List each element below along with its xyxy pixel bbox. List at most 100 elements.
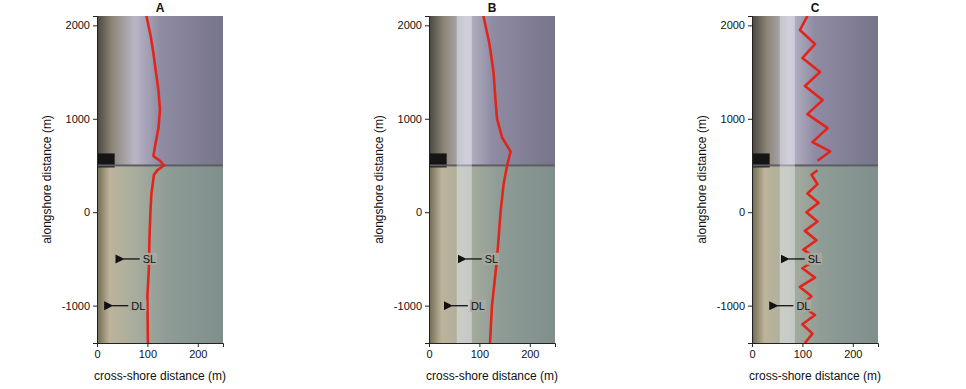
- panel-title: B: [488, 1, 497, 15]
- y-tick-label: 0: [84, 206, 90, 218]
- x-tick-label: 100: [139, 348, 157, 360]
- annotations: SL DL: [452, 253, 499, 312]
- annotation-label: DL: [471, 300, 485, 312]
- x-tick-label: 0: [426, 348, 432, 360]
- y-tick: 2000: [398, 19, 429, 31]
- x-tick-mark: [147, 343, 148, 347]
- x-tick: 100: [471, 343, 489, 360]
- x-axis: 0 100 200: [94, 343, 223, 360]
- y-tick-label: 2000: [398, 19, 422, 31]
- y-tick-label: 0: [739, 206, 745, 218]
- annotations: SL DL: [777, 253, 822, 312]
- x-axis-title: cross-shore distance (m): [749, 369, 881, 383]
- annotation-label: DL: [796, 300, 810, 312]
- x-tick-mark: [479, 343, 480, 347]
- x-tick-label: 200: [189, 348, 207, 360]
- swash-band: [780, 16, 795, 343]
- x-axis-title: cross-shore distance (m): [94, 369, 226, 383]
- plot-lines: [146, 16, 164, 343]
- y-axis-line: [93, 17, 98, 344]
- annotation-arrow: [452, 305, 468, 306]
- annotation-patch: [470, 300, 486, 312]
- x-tick: 0: [426, 343, 432, 360]
- annotation-label: SL: [808, 253, 821, 265]
- panel: 0100200-1000010002000Bcross-shore distan…: [372, 1, 558, 383]
- plot-lines: [483, 16, 510, 343]
- y-axis: -1000010002000: [394, 17, 430, 344]
- annotation-patch: [484, 253, 499, 265]
- annotation-label: SL: [485, 253, 498, 265]
- y-tick-mark: [425, 212, 429, 213]
- plot-lines: [800, 16, 830, 343]
- y-tick: -1000: [62, 300, 97, 312]
- divider: [429, 164, 555, 166]
- y-tick: 0: [739, 206, 752, 218]
- y-tick: -1000: [394, 300, 429, 312]
- x-tick-mark: [802, 343, 803, 347]
- panel: 0 100 200 -1000 0 1000 2000 Across-shore distan…: [40, 1, 226, 383]
- x-axis-title: cross-shore distance (m): [426, 369, 558, 383]
- x-axis: 0100200: [426, 343, 555, 360]
- x-tick: 0: [94, 343, 100, 360]
- y-axis-line: [425, 17, 430, 344]
- upper-image: [97, 16, 223, 165]
- figure: 0100200-1000010002000Across-shore distan…: [0, 0, 966, 389]
- annotation-label: DL: [131, 300, 145, 312]
- y-tick-label: 0: [416, 206, 422, 218]
- shoreline: [800, 16, 830, 343]
- divider: [97, 164, 223, 166]
- x-tick-label: 0: [749, 348, 755, 360]
- x-tick: 200: [844, 343, 862, 360]
- panel-title: C: [811, 1, 820, 15]
- swash-band: [457, 16, 472, 343]
- panel-title: A: [156, 1, 165, 15]
- annotation-arrow: [112, 305, 128, 306]
- x-axis-line: [98, 344, 224, 348]
- panel: 0 100 200 -1000 0 1000 2000 Ccross-shore distan…: [695, 1, 881, 383]
- y-tick: 2000: [66, 19, 97, 31]
- y-axis-title: alongshore distance (m): [372, 115, 386, 244]
- y-tick-mark: [748, 119, 752, 120]
- background-image: [429, 16, 555, 343]
- y-tick-label: 2000: [721, 19, 745, 31]
- shoreline: [146, 16, 164, 343]
- x-tick-mark: [853, 343, 854, 347]
- y-axis: -1000 0 1000 2000: [717, 17, 753, 344]
- divider: [752, 164, 878, 166]
- y-tick-mark: [748, 212, 752, 213]
- y-tick-mark: [748, 25, 752, 26]
- x-axis-line: [753, 344, 879, 348]
- y-tick: 0: [84, 206, 97, 218]
- x-tick: 100: [794, 343, 812, 360]
- annotation-label: SL: [143, 253, 156, 265]
- annotations: SL DL: [112, 253, 157, 312]
- x-tick-label: 100: [471, 348, 489, 360]
- x-tick: 200: [189, 343, 207, 360]
- y-tick: 1000: [66, 113, 97, 125]
- lower-image: [97, 165, 223, 343]
- annotation-patch: [807, 253, 822, 265]
- x-tick-label: 100: [794, 348, 812, 360]
- x-axis: 0 100 200: [749, 343, 878, 360]
- y-tick-mark: [93, 25, 97, 26]
- y-tick-mark: [93, 212, 97, 213]
- y-tick-label: -1000: [394, 300, 422, 312]
- y-axis-title: alongshore distance (m): [40, 115, 54, 244]
- y-tick-mark: [425, 306, 429, 307]
- x-tick: 0: [749, 343, 755, 360]
- y-tick-label: 1000: [721, 113, 745, 125]
- y-tick: 0: [416, 206, 429, 218]
- x-tick-mark: [530, 343, 531, 347]
- y-tick-mark: [425, 119, 429, 120]
- background-image: [752, 16, 878, 343]
- y-axis-line: [748, 17, 753, 344]
- x-tick-label: 200: [844, 348, 862, 360]
- annotation-arrow: [466, 258, 482, 259]
- y-tick-label: -1000: [62, 300, 90, 312]
- y-tick-label: -1000: [717, 300, 745, 312]
- annotation-patch: [795, 300, 811, 312]
- annotation-arrow: [777, 305, 793, 306]
- annotation-arrow: [789, 258, 805, 259]
- y-tick-label: 1000: [66, 113, 90, 125]
- y-axis: -1000 0 1000 2000: [62, 17, 98, 344]
